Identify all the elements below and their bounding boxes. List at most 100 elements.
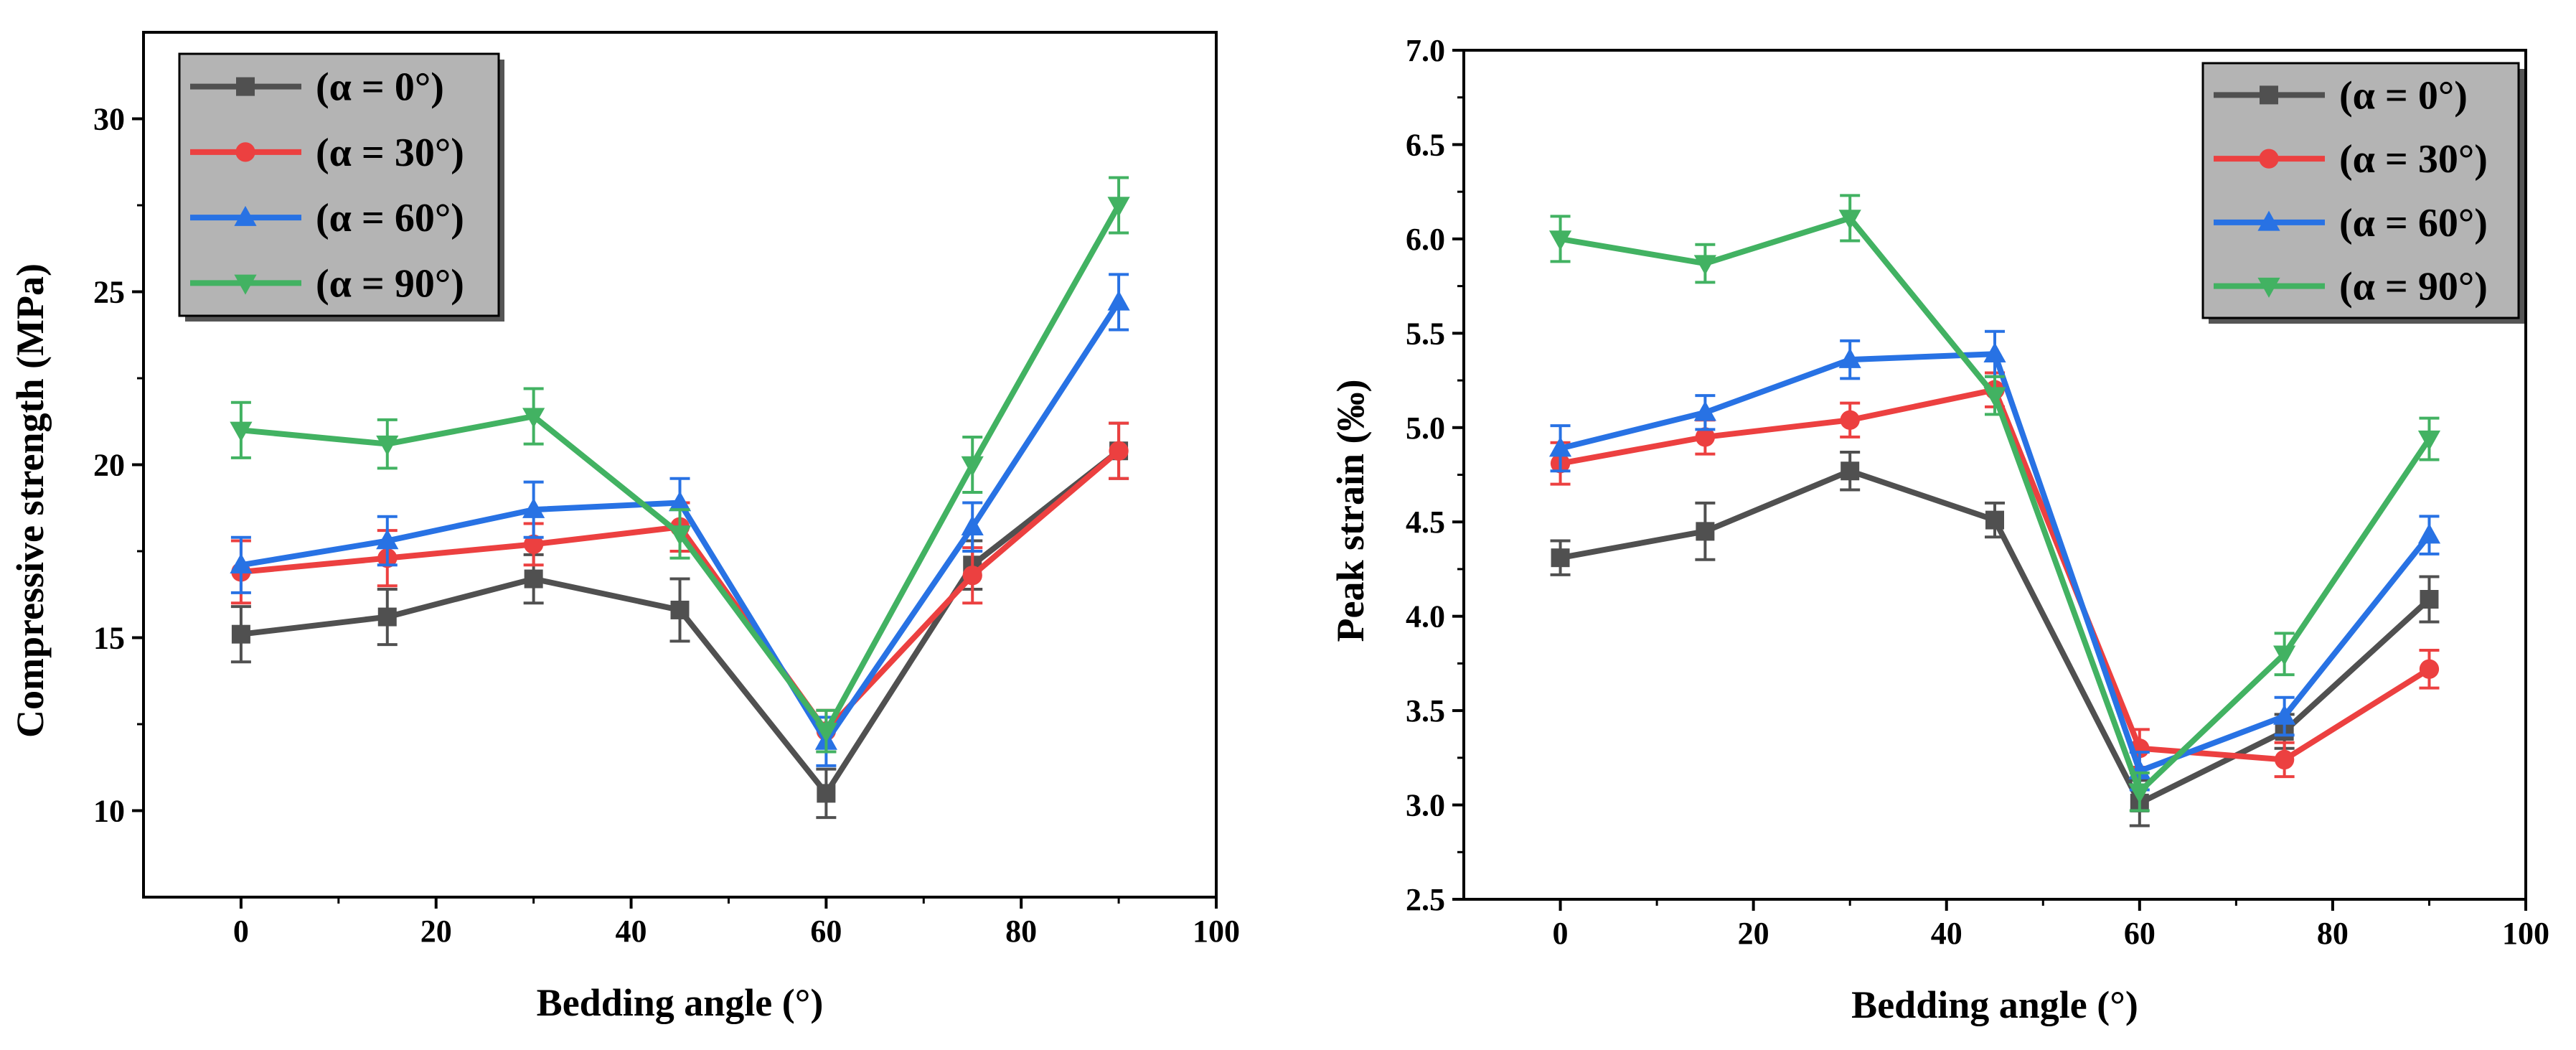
- legend-marker: [2259, 149, 2279, 169]
- x-tick-label: 40: [616, 914, 647, 949]
- y-tick-label: 4.5: [1406, 505, 1445, 540]
- legend-label: (α = 60°): [2339, 201, 2488, 245]
- y-tick-label: 30: [93, 102, 125, 137]
- series-line: [1559, 351, 2432, 774]
- legend-marker: [2260, 85, 2278, 105]
- data-point: [1107, 197, 1130, 217]
- data-point: [1983, 342, 2006, 362]
- data-point: [961, 456, 984, 477]
- data-point: [1551, 548, 1570, 568]
- data-point: [2128, 783, 2151, 804]
- data-point: [817, 784, 836, 803]
- y-tick-label: 7.0: [1406, 33, 1445, 68]
- y-axis-label: Peak strain (‰): [1329, 380, 1372, 642]
- data-point: [1841, 461, 1860, 481]
- legend-label: (α = 90°): [2339, 265, 2488, 309]
- data-point: [1696, 522, 1715, 541]
- legend-marker: [236, 77, 255, 96]
- data-point: [1983, 387, 2006, 408]
- data-point: [1109, 441, 1129, 461]
- y-tick-label: 3.5: [1406, 693, 1445, 728]
- data-point: [377, 607, 397, 627]
- legend: (α = 0°) (α = 30°) (α = 60°) (α = 90°): [2201, 62, 2524, 324]
- data-point: [670, 600, 690, 619]
- data-point: [1840, 410, 1860, 430]
- data-point: [668, 525, 692, 546]
- x-tick-label: 60: [810, 914, 842, 949]
- data-point: [523, 534, 544, 555]
- series-line: [1559, 387, 2431, 763]
- series-alpha90: [1548, 194, 2441, 812]
- data-point: [2420, 590, 2439, 609]
- legend-marker: [235, 142, 255, 162]
- data-point: [2274, 749, 2295, 770]
- data-point: [2273, 704, 2296, 725]
- y-tick-label: 5.0: [1406, 411, 1445, 446]
- series-alpha0: [1550, 450, 2440, 828]
- data-point: [1838, 347, 1861, 368]
- y-tick-label: 5.5: [1406, 316, 1445, 351]
- data-point: [376, 529, 399, 550]
- x-tick-label: 100: [2502, 916, 2549, 951]
- data-point: [230, 421, 253, 442]
- data-point: [522, 497, 545, 518]
- data-point: [524, 569, 543, 589]
- series-alpha60: [1548, 329, 2441, 792]
- data-point: [1695, 427, 1716, 447]
- x-tick-label: 80: [2317, 916, 2349, 951]
- legend-box: [178, 52, 500, 317]
- data-point: [962, 566, 982, 586]
- series-alpha30: [1550, 371, 2440, 779]
- legend-marker: [234, 274, 257, 295]
- legend-box: [2201, 62, 2520, 319]
- data-point: [1107, 290, 1130, 311]
- x-tick-label: 0: [233, 914, 249, 949]
- y-tick-label: 25: [93, 275, 125, 310]
- y-tick-label: 20: [93, 448, 125, 483]
- data-point: [1693, 400, 1716, 421]
- data-point: [961, 515, 984, 535]
- data-point: [2419, 659, 2440, 679]
- x-tick-label: 100: [1193, 914, 1240, 949]
- legend-marker: [234, 205, 257, 226]
- data-point: [1693, 255, 1716, 276]
- y-tick-label: 6.5: [1406, 127, 1445, 162]
- data-point: [1548, 436, 1572, 457]
- legend-label: (α = 0°): [2339, 73, 2468, 118]
- legend-label: (α = 60°): [316, 196, 464, 240]
- data-point: [2273, 645, 2296, 666]
- series-alpha60: [230, 273, 1130, 767]
- data-point: [1985, 510, 2004, 530]
- legend-label: (α = 0°): [316, 65, 444, 110]
- compressive-strength-chart: 0 20 40 60 80 100 10 15 20 25 30 Bedding angle (°) C…: [9, 31, 1240, 1024]
- y-tick-label: 15: [93, 621, 125, 656]
- y-tick-label: 6.0: [1406, 222, 1445, 257]
- data-point: [2417, 523, 2441, 544]
- data-point: [814, 722, 837, 743]
- data-point: [230, 553, 253, 573]
- y-tick-label: 10: [93, 794, 125, 829]
- series-alpha90: [230, 176, 1130, 754]
- y-tick-label: 3.0: [1406, 788, 1445, 823]
- legend-label: (α = 30°): [316, 131, 464, 175]
- peak-strain-chart: 0 20 40 60 80 100 2.5 3.0 3.5 4.0 4.5 5.0 5.5 6.0 6.5 7…: [1329, 33, 2549, 1026]
- data-point: [1838, 210, 1861, 230]
- x-axis-label: Bedding angle (°): [1851, 983, 2138, 1026]
- data-point: [231, 624, 250, 644]
- legend-marker: [2257, 210, 2280, 231]
- x-tick-label: 20: [420, 914, 452, 949]
- legend-label: (α = 90°): [316, 261, 464, 306]
- x-tick-label: 20: [1738, 916, 1769, 951]
- x-tick-label: 80: [1005, 914, 1037, 949]
- legend-label: (α = 30°): [2339, 137, 2488, 182]
- data-point: [522, 408, 545, 428]
- legend: (α = 0°) (α = 30°) (α = 60°) (α = 90°): [178, 52, 504, 322]
- x-axis-label: Bedding angle (°): [537, 981, 824, 1024]
- x-tick-label: 40: [1931, 916, 1962, 951]
- data-point: [1548, 230, 1572, 251]
- x-tick-label: 60: [2124, 916, 2156, 951]
- y-axis-label: Compressive strength (MPa): [9, 263, 52, 738]
- data-point: [668, 491, 692, 512]
- data-point: [2417, 430, 2441, 451]
